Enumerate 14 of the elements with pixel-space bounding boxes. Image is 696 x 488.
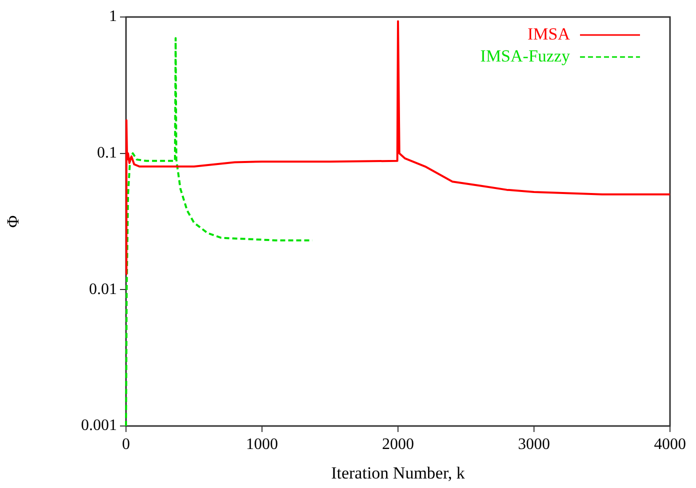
x-tick-label: 1000: [246, 436, 278, 453]
x-tick-label: 0: [122, 436, 130, 453]
x-axis-title: Iteration Number, k: [331, 463, 466, 482]
line-series: [125, 37, 314, 427]
y-tick-label: 0.01: [89, 280, 117, 298]
x-tick-label: 3000: [518, 436, 550, 453]
y-tick-label: 1: [109, 8, 117, 26]
x-tick-label: 4000: [654, 436, 686, 453]
legend-label: IMSA: [527, 24, 571, 44]
y-axis-title: Φ: [4, 215, 23, 228]
legend-label: IMSA-Fuzzy: [480, 46, 570, 66]
x-tick-label: 2000: [382, 436, 414, 453]
y-tick-label: 0.001: [81, 417, 117, 434]
y-tick-label: 0.1: [97, 144, 117, 162]
